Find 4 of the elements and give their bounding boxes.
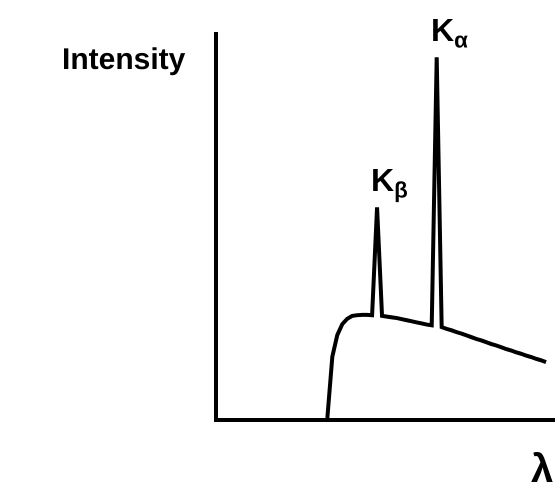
y-axis-title: Intensity — [62, 43, 186, 76]
annotation: K$_{β}$ — [371, 162, 408, 203]
x-axis-title: λ — [531, 447, 554, 491]
text: K$_{α}$ — [431, 12, 468, 53]
